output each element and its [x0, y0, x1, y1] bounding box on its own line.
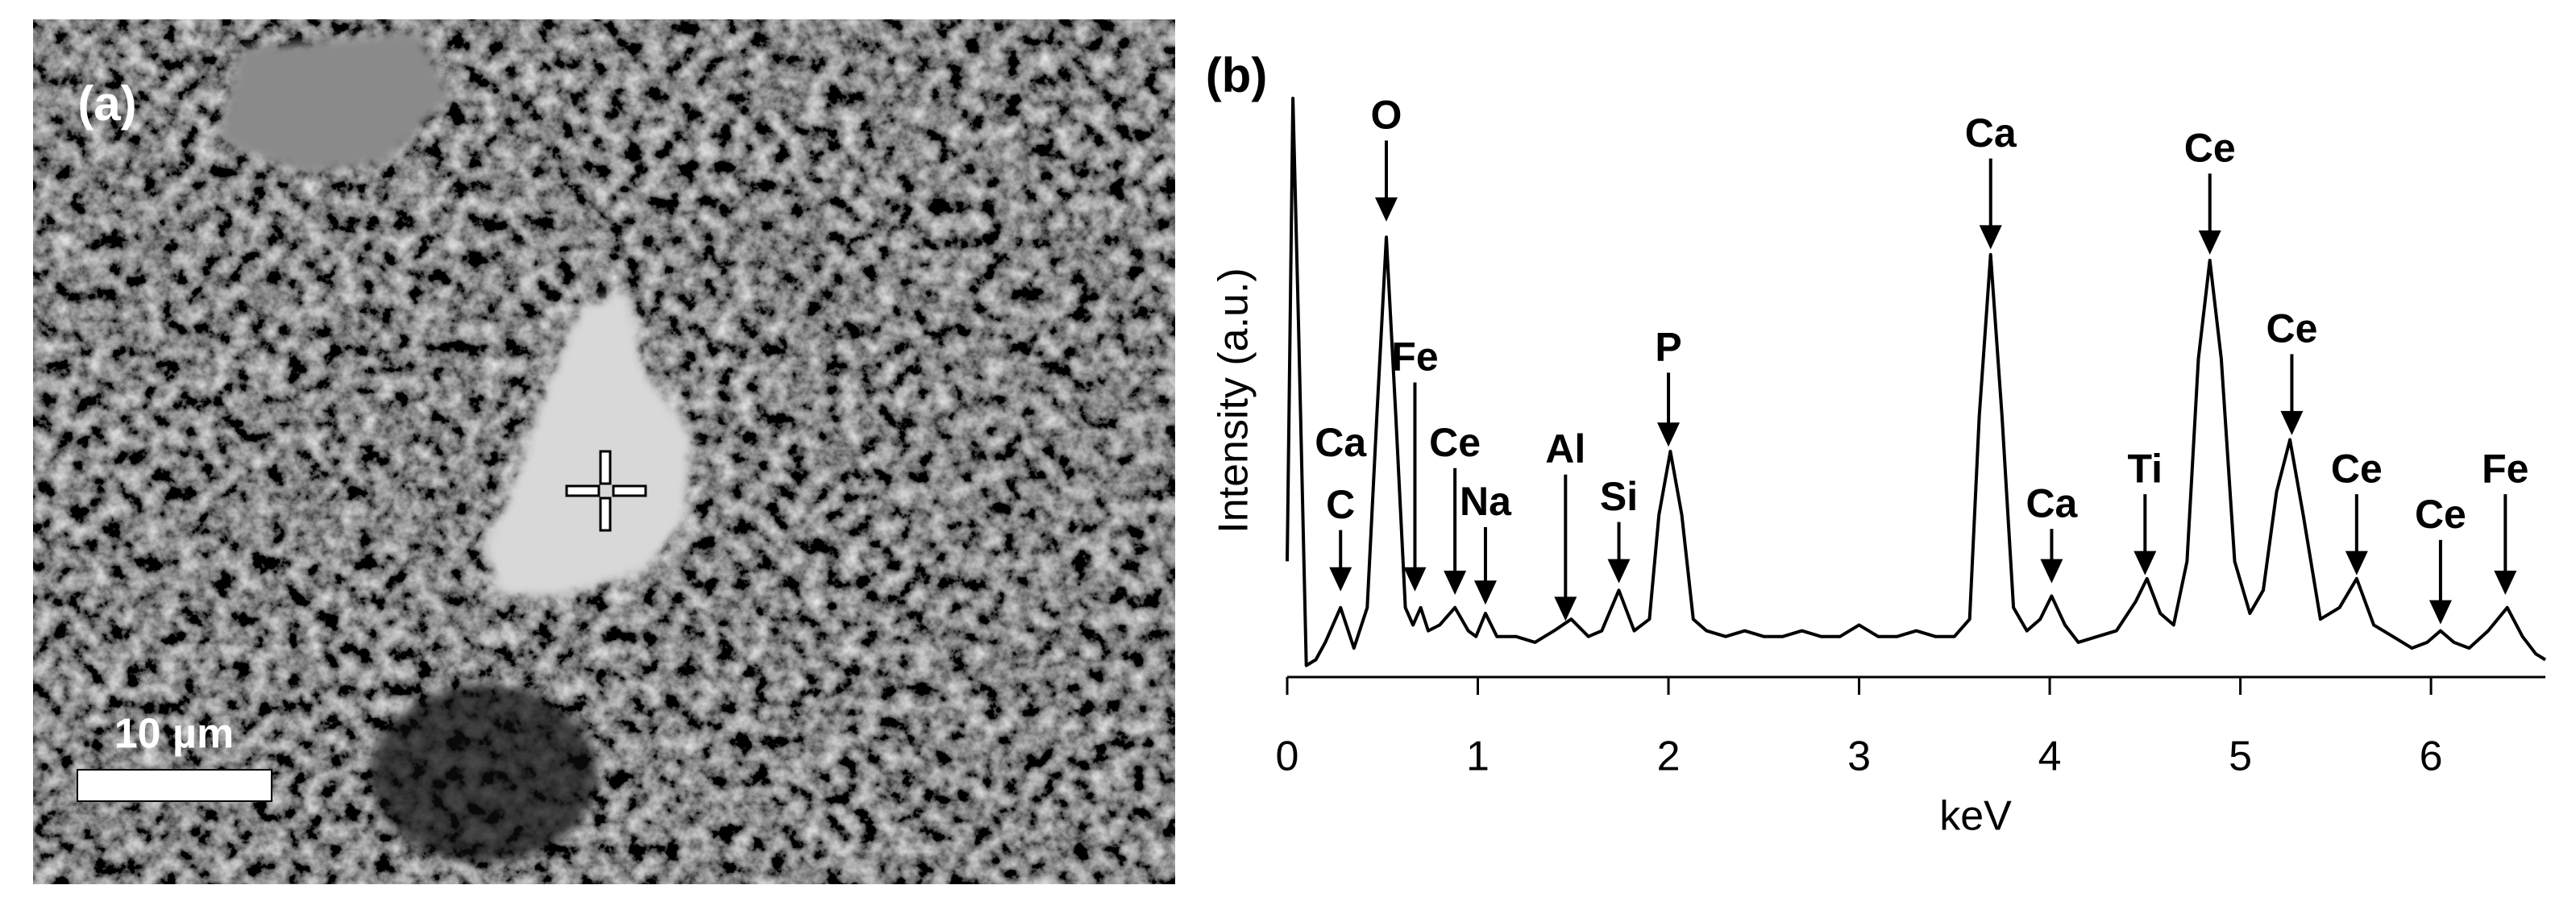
panel-label: (b)	[1206, 48, 1268, 102]
arrow-head	[2280, 410, 2304, 435]
peak-label: Ce	[2266, 306, 2317, 351]
shadow	[371, 685, 596, 862]
x-tick-label: 1	[1466, 733, 1490, 780]
x-tick-label: 5	[2229, 733, 2252, 780]
peak-label: Ca	[1315, 420, 1367, 465]
arrow-head	[1657, 422, 1681, 447]
panel-label: (a)	[77, 77, 136, 131]
arrow-head	[2345, 551, 2368, 576]
peak-label: Ce	[2331, 446, 2383, 491]
peak-label: Ce	[2415, 492, 2466, 537]
peak-label: Ti	[2128, 446, 2163, 491]
arrow-head	[1329, 567, 1352, 592]
arrow-head	[1979, 225, 2002, 250]
bright-particle	[484, 290, 693, 596]
peak-label: Fe	[2482, 446, 2528, 491]
x-tick-label: 0	[1276, 733, 1299, 780]
x-tick-label: 2	[1657, 733, 1681, 780]
scale-bar-label: 10 µm	[114, 711, 234, 758]
scale-bar	[77, 769, 272, 802]
spectrum-line	[1286, 97, 2547, 667]
sem-image: (a) 10 µm	[33, 19, 1175, 884]
peak-label: Ce	[2184, 126, 2236, 171]
arrow-head	[1554, 596, 1577, 621]
peak-label: Na	[1460, 479, 1512, 524]
x-tick-label: 6	[2420, 733, 2443, 780]
arrow-head	[1403, 567, 1427, 592]
arrow-head	[2494, 571, 2517, 596]
y-axis-label: Intensity (a.u.)	[1211, 268, 1257, 533]
peak-label: Al	[1545, 426, 1585, 472]
peak-label: Ca	[1965, 110, 2017, 156]
x-tick-label: 4	[2038, 733, 2062, 780]
peak-label: Ca	[2025, 480, 2078, 526]
particle	[218, 32, 451, 173]
arrow-head	[1374, 197, 1398, 222]
arrow-head	[1444, 571, 1467, 596]
peak-label: C	[1326, 482, 1355, 527]
peak-label: P	[1655, 325, 1681, 370]
x-axis-label: keV	[1939, 793, 2012, 840]
arrow-head	[1473, 580, 1497, 605]
arrow-head	[1607, 559, 1631, 584]
crosshair	[565, 450, 647, 532]
peak-label: Ce	[1429, 420, 1481, 465]
arrow-head	[2134, 551, 2157, 576]
x-tick-label: 3	[1847, 733, 1871, 780]
peak-label: O	[1371, 93, 1402, 138]
arrow-head	[2429, 600, 2452, 625]
peak-label: Si	[1600, 474, 1638, 519]
arrow-head	[2040, 559, 2063, 584]
arrow-head	[2198, 230, 2221, 255]
peak-label: Fe	[1391, 334, 1438, 380]
